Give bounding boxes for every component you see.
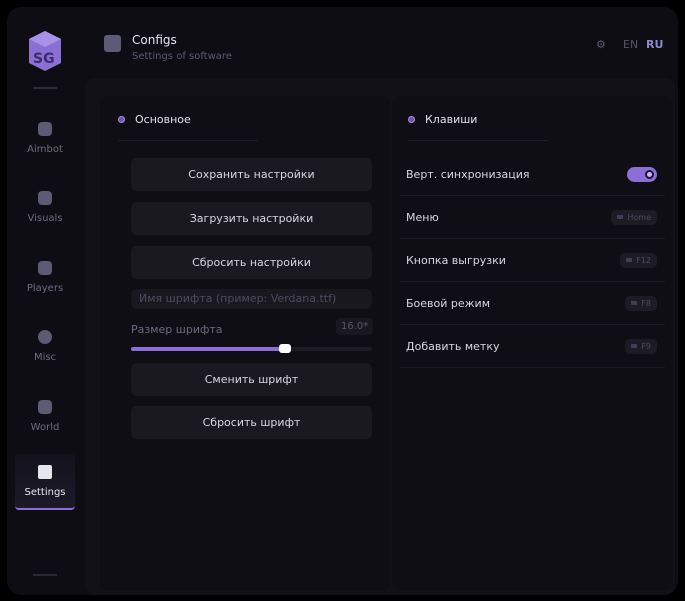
font-size-value: 16.0* [336, 318, 374, 335]
sidebar-item-visuals[interactable]: Visuals [15, 180, 75, 234]
sidebar-item-settings[interactable]: Settings [15, 454, 75, 510]
keyboard-icon [631, 301, 638, 305]
list-icon [104, 35, 121, 52]
lang-ru-button[interactable]: RU [646, 38, 664, 51]
section-header: Основное [118, 113, 191, 126]
bullet-icon [408, 116, 415, 123]
keyboard-icon [631, 344, 638, 348]
ellipsis-icon [38, 329, 52, 344]
users-icon [38, 260, 52, 275]
briefcase-icon [38, 399, 52, 414]
divider [33, 87, 57, 89]
font-size-slider[interactable] [131, 344, 372, 353]
reset-font-button[interactable]: Сбросить шрифт [131, 406, 372, 439]
combat-key-row: Боевой режим F8 [400, 282, 665, 325]
page-title: Configs [132, 33, 177, 47]
divider [408, 140, 548, 141]
content-panel: Основное Сохранить настройки Загрузить н… [85, 78, 675, 595]
sidebar-item-players[interactable]: Players [15, 250, 75, 304]
slider-fill [131, 347, 286, 351]
lang-en-button[interactable]: EN [623, 38, 639, 51]
general-card: Основное Сохранить настройки Загрузить н… [100, 96, 390, 591]
divider [118, 140, 258, 141]
change-font-button[interactable]: Сменить шрифт [131, 363, 372, 396]
list-icon [38, 464, 52, 479]
slider-thumb[interactable] [279, 344, 292, 353]
unload-key-row: Кнопка выгрузки F12 [400, 239, 665, 282]
keybind-button[interactable]: F12 [620, 252, 657, 268]
keybind-button[interactable]: F8 [625, 295, 657, 311]
marker-key-row: Добавить метку F9 [400, 325, 665, 368]
logo-icon: SG [29, 31, 61, 71]
sidebar-item-misc[interactable]: Misc [15, 319, 75, 373]
translate-icon: ⚙ [596, 38, 606, 51]
keybind-button[interactable]: Home [611, 209, 657, 225]
keyboard-icon [617, 215, 624, 219]
keys-card: Клавиши Верт. синхронизация Меню Home Кно… [392, 96, 673, 591]
skull-icon [38, 121, 52, 136]
vsync-toggle[interactable] [627, 166, 657, 182]
font-name-input[interactable]: Имя шрифта (пример: Verdana.ttf) [131, 289, 372, 309]
sidebar-item-world[interactable]: World [15, 389, 75, 443]
font-size-label: Размер шрифта [131, 323, 223, 336]
reset-settings-button[interactable]: Сбросить настройки [131, 246, 372, 279]
keybind-button[interactable]: F9 [625, 338, 657, 354]
load-settings-button[interactable]: Загрузить настройки [131, 202, 372, 235]
svg-text:SG: SG [33, 51, 55, 67]
save-settings-button[interactable]: Сохранить настройки [131, 158, 372, 191]
keyboard-icon [626, 258, 633, 262]
menu-key-row: Меню Home [400, 196, 665, 239]
vsync-row: Верт. синхронизация [400, 153, 665, 196]
sidebar-item-aimbot[interactable]: Aimbot [15, 111, 75, 165]
divider [33, 574, 57, 576]
section-header: Клавиши [408, 113, 477, 126]
toggle-knob [645, 169, 654, 179]
bullet-icon [118, 116, 125, 123]
app-window: SG Aimbot Visuals Players Misc World Set… [7, 7, 678, 595]
page-subtitle: Settings of software [132, 51, 232, 62]
vr-goggles-icon [38, 190, 52, 205]
